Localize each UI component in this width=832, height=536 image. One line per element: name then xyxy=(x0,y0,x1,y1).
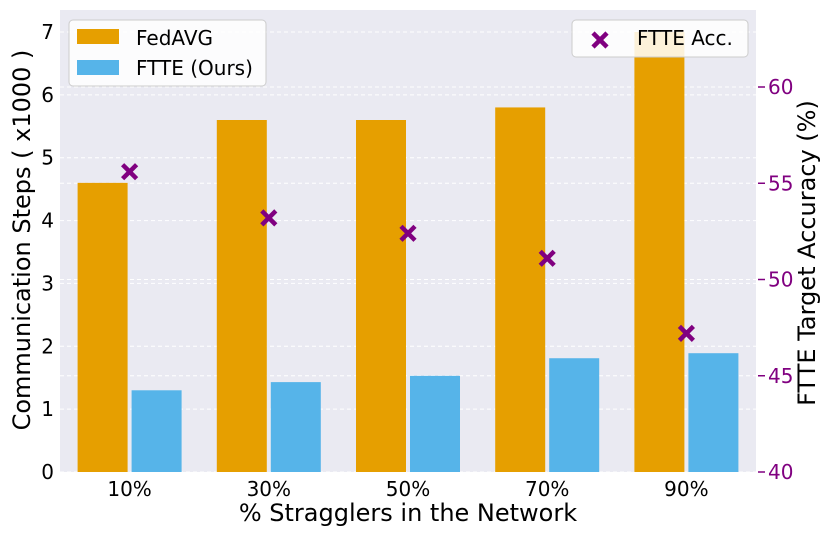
bar-fedavg-30 xyxy=(216,120,267,472)
x-tick-label: 70% xyxy=(525,477,569,501)
bar-ftte-90 xyxy=(688,353,739,472)
marker-stroke xyxy=(677,324,695,342)
marker-stroke xyxy=(121,163,139,181)
right-axis-ticks: 40 45 50 55 60 xyxy=(758,75,793,484)
x-tick-label: 50% xyxy=(386,477,430,501)
x-tick-label: 10% xyxy=(107,477,151,501)
x-axis-title: % Stragglers in the Network xyxy=(239,499,577,527)
marker-acc-70 xyxy=(538,249,556,267)
legend-right: FTTE Acc. xyxy=(571,19,749,58)
marker-stroke xyxy=(538,249,556,267)
accuracy-markers xyxy=(121,163,695,342)
y-right-tick-label: 45 xyxy=(768,364,793,388)
marker-stroke xyxy=(591,31,609,49)
y-tick-label: 5 xyxy=(41,146,54,170)
marker-acc-50 xyxy=(399,224,417,242)
legend-right-frame xyxy=(571,19,749,58)
bar-fedavg-10 xyxy=(77,182,128,472)
x-axis-ticks: 10% 30% 50% 70% 90% xyxy=(107,477,708,501)
y-tick-label: 4 xyxy=(41,209,54,233)
left-axis-ticks: 0 1 2 3 4 5 6 7 xyxy=(41,20,54,484)
marker-acc-30 xyxy=(260,209,278,227)
legend-label-ftte: FTTE (Ours) xyxy=(136,56,253,80)
bar-ftte-50 xyxy=(410,375,460,472)
legend-swatch-fedavg xyxy=(77,29,119,44)
legend-left: FedAVG FTTE (Ours) xyxy=(68,19,267,87)
marker-stroke xyxy=(260,209,278,227)
bar-ftte-30 xyxy=(270,382,321,472)
y-right-tick-label: 55 xyxy=(768,171,793,195)
legend-swatch-ftte xyxy=(77,60,119,75)
legend-label-ftte-acc: FTTE Acc. xyxy=(637,26,733,50)
y-tick-label: 6 xyxy=(41,83,54,107)
y-axis-right-title: FTTE Target Accuracy (%) xyxy=(793,100,821,406)
y-tick-label: 1 xyxy=(41,397,54,421)
bar-fedavg-70 xyxy=(495,107,546,472)
x-tick-label: 30% xyxy=(247,477,291,501)
marker-stroke xyxy=(399,224,417,242)
legend-marker-ftte-acc xyxy=(591,31,609,49)
x-tick-label: 90% xyxy=(664,477,708,501)
y-right-tick-label: 50 xyxy=(768,268,793,292)
y-tick-label: 7 xyxy=(41,20,54,44)
y-right-tick-label: 40 xyxy=(768,460,793,484)
legend-label-fedavg: FedAVG xyxy=(136,26,213,50)
y-tick-label: 3 xyxy=(41,271,54,295)
y-tick-label: 0 xyxy=(41,460,54,484)
bar-ftte-70 xyxy=(549,358,600,472)
y-axis-title: Communication Steps ( x1000 ) xyxy=(8,50,36,431)
bar-ftte-10 xyxy=(131,390,182,472)
legend-x-glyph xyxy=(591,31,609,49)
bar-fedavg-50 xyxy=(356,120,406,472)
bar-fedavg-90 xyxy=(634,32,685,472)
y-tick-label: 2 xyxy=(41,334,54,358)
marker-acc-10 xyxy=(121,163,139,181)
bars xyxy=(77,32,739,472)
y-right-tick-label: 60 xyxy=(768,75,793,99)
marker-acc-90 xyxy=(677,324,695,342)
